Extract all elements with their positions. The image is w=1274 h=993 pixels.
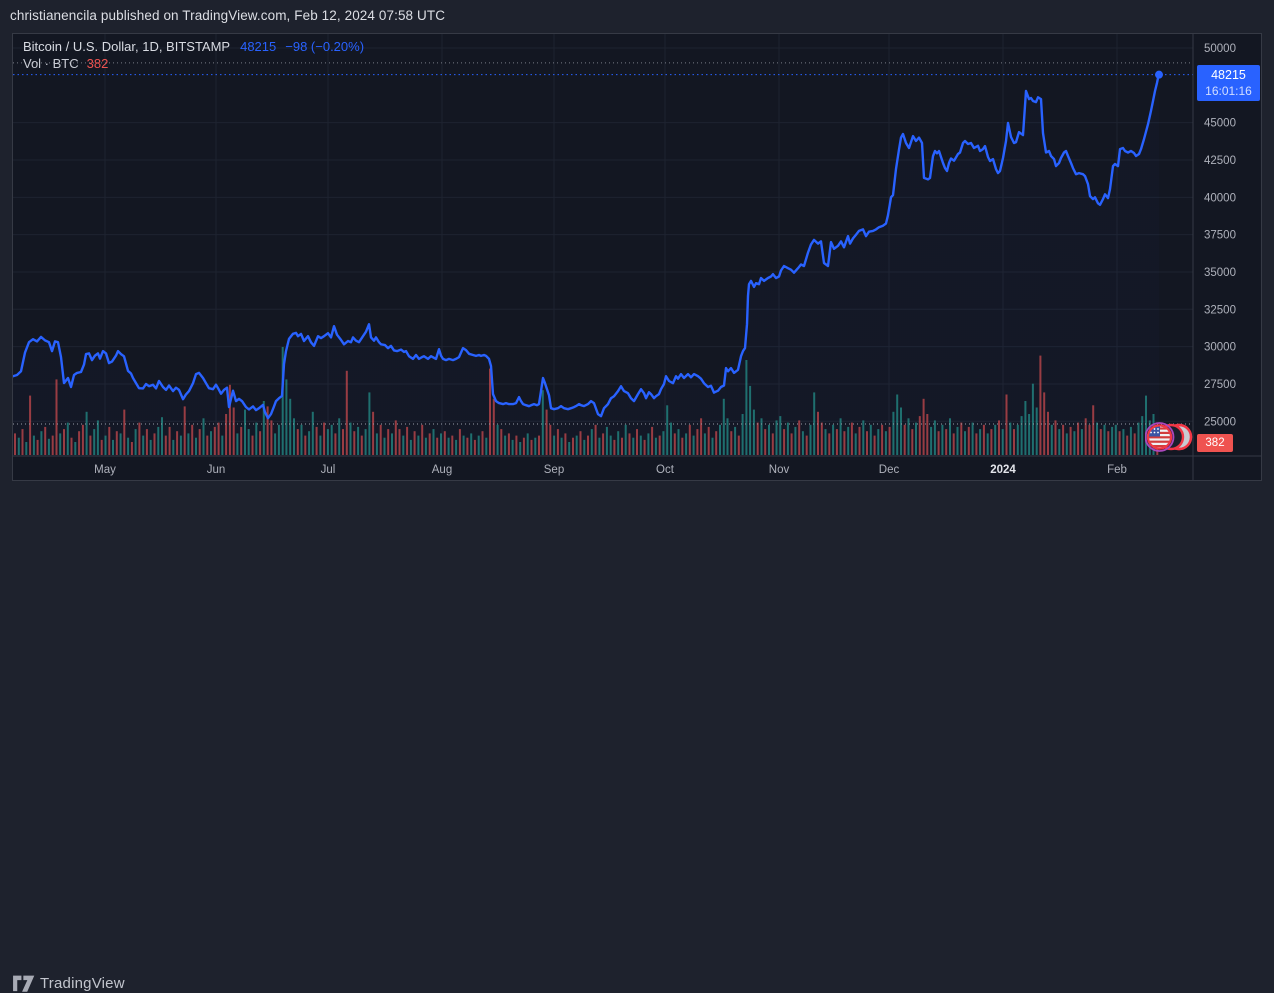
time-axis-label[interactable]: May (94, 464, 116, 476)
price-axis-label[interactable]: 30000 (1204, 342, 1236, 354)
price-axis-label[interactable]: 50000 (1204, 43, 1236, 55)
legend-symbol-row[interactable]: Bitcoin / U.S. Dollar, 1D, BITSTAMP 48215… (23, 38, 364, 55)
publish-info-bar: christianencila published on TradingView… (0, 0, 1274, 33)
price-axis-label[interactable]: 45000 (1204, 118, 1236, 130)
chart-canvas[interactable]: 50000 45000 42500 40000 37500 35000 32500 30000… (13, 34, 1261, 480)
last-price-dot (1155, 70, 1163, 79)
tradingview-logo-icon[interactable] (12, 975, 36, 993)
symbol-last-price: 48215 (240, 39, 277, 54)
bar-countdown: 16:01:16 (1205, 84, 1252, 98)
chart-panel: 50000 45000 42500 40000 37500 35000 32500 30000… (12, 33, 1262, 481)
publish-info-text: christianencila published on TradingView… (10, 8, 446, 23)
price-axis-label[interactable]: 40000 (1204, 192, 1236, 204)
price-axis-label[interactable]: 35000 (1204, 267, 1236, 279)
price-axis-label[interactable]: 37500 (1204, 230, 1236, 242)
time-axis-label[interactable]: 2024 (990, 464, 1016, 476)
chart-legend: Bitcoin / U.S. Dollar, 1D, BITSTAMP 48215… (23, 38, 364, 72)
volume-value-badge: 382 (1197, 434, 1233, 452)
time-axis-label[interactable]: Oct (656, 464, 675, 476)
time-axis-label[interactable]: Jun (207, 464, 226, 476)
time-axis-label[interactable]: Feb (1107, 464, 1127, 476)
legend-volume-row[interactable]: Vol · BTC 382 (23, 55, 364, 72)
price-axis-label[interactable]: 32500 (1204, 304, 1236, 316)
symbol-title: Bitcoin / U.S. Dollar, 1D, BITSTAMP (23, 39, 231, 54)
us-flag-event-icon (1145, 422, 1175, 452)
tradingview-brand-text[interactable]: TradingView (40, 975, 125, 992)
price-axis-label[interactable]: 25000 (1204, 416, 1236, 428)
price-axis-label[interactable]: 42500 (1204, 155, 1236, 167)
time-axis-label[interactable]: Sep (544, 464, 564, 476)
last-price-badge: 48215 16:01:16 (1197, 65, 1260, 101)
volume-indicator-value: 382 (86, 56, 109, 71)
last-price-value: 48215 (1211, 68, 1246, 82)
price-line (13, 73, 1161, 420)
price-area-fill (13, 74, 1159, 455)
events-icon-cluster[interactable] (1145, 421, 1195, 453)
price-axis-label[interactable]: 27500 (1204, 379, 1236, 391)
symbol-change: −98 (−0.20%) (285, 39, 365, 54)
time-axis-label[interactable]: Aug (432, 464, 452, 476)
time-axis-label[interactable]: Dec (879, 464, 900, 476)
time-axis-label[interactable]: Nov (769, 464, 790, 476)
footer-bar: TradingView (0, 481, 1274, 992)
volume-indicator-label: Vol · BTC (23, 56, 79, 71)
time-axis-label[interactable]: Jul (321, 464, 336, 476)
